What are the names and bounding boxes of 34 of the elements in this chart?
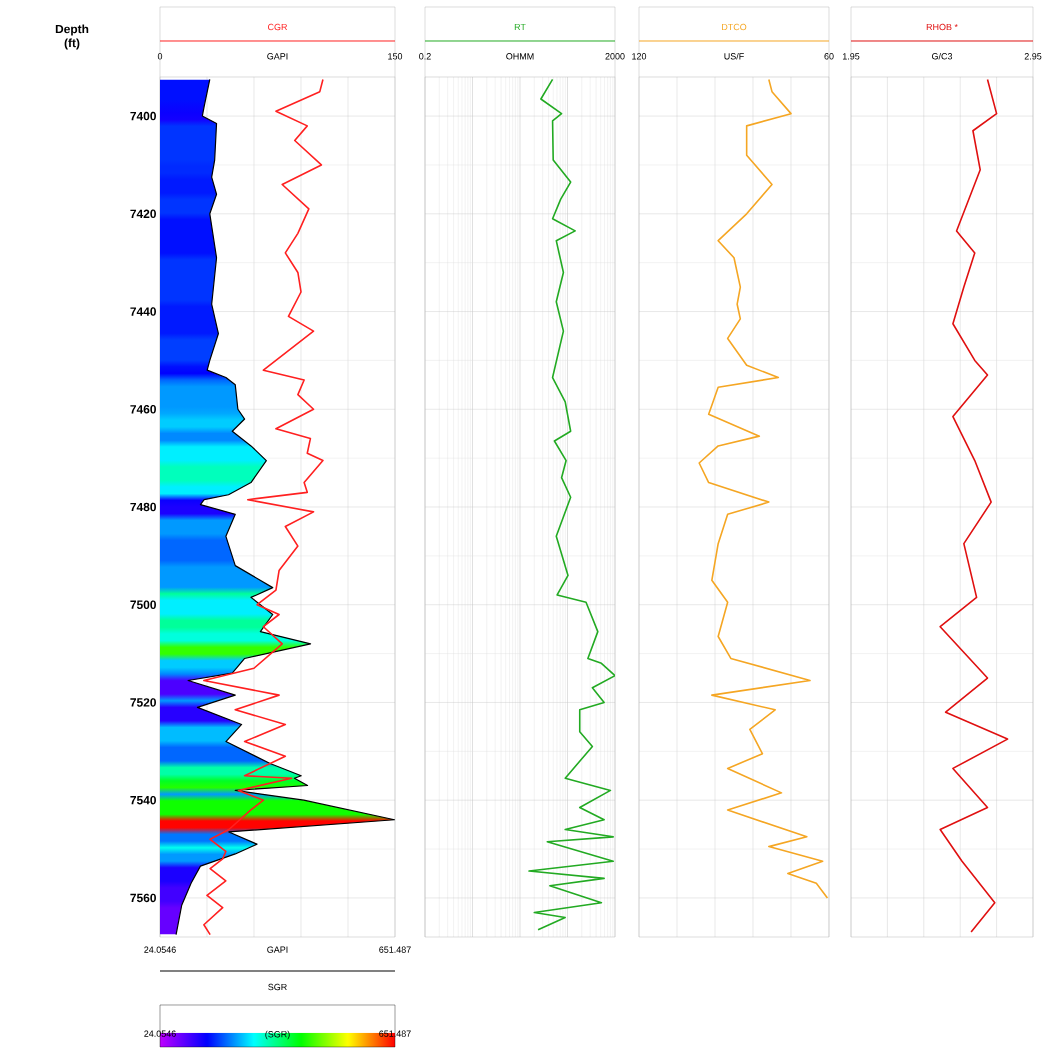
x2-axis-title: GAPI (267, 946, 288, 953)
y-tick-label: 7440 (130, 307, 156, 316)
x-tick-label: 120 (632, 53, 647, 60)
color-bar-label: 24.0546 (144, 1030, 176, 1037)
x-tick-label: 1.95 (842, 53, 860, 60)
text: CGR (267, 23, 288, 31)
x-tick-label: 150 (388, 53, 403, 60)
x-tick-label: 0.2 (419, 53, 431, 60)
x-tick-label: 2.95 (1024, 53, 1042, 60)
text: SGR (268, 983, 287, 991)
y-tick-label: 7520 (130, 698, 156, 707)
x-axis-title: US/F (724, 52, 744, 60)
y-axis-title: Depth (ft) (55, 24, 89, 50)
y-tick-label: 7540 (130, 795, 156, 805)
x-tick-label: 60 (824, 53, 834, 60)
color-bar-title: (SGR) (265, 1030, 290, 1040)
line-series (203, 78, 324, 936)
text: RT (514, 23, 526, 31)
x-axis-title: OHMM (506, 53, 534, 60)
y-tick-label: 7420 (130, 209, 156, 219)
x-axis-title: G/C3 (932, 52, 953, 60)
y-tick-label: 7480 (130, 502, 156, 512)
text: DTCO (722, 23, 747, 31)
text: RHOB * (926, 23, 958, 31)
y-tick-label: 7560 (130, 893, 156, 903)
x2-tick-label: 24.0546 (144, 946, 176, 953)
x2-tick-label: 651.487 (379, 946, 411, 953)
y-tick-label: 7460 (130, 405, 156, 414)
x-tick-label: 2000 (605, 53, 625, 60)
x-axis-title: GAPI (267, 53, 288, 60)
x-tick-label: 0 (157, 53, 163, 60)
y-tick-label: 7500 (130, 600, 156, 609)
y-tick-label: 7400 (130, 111, 156, 121)
color-bar-label: 651.487 (379, 1030, 411, 1037)
